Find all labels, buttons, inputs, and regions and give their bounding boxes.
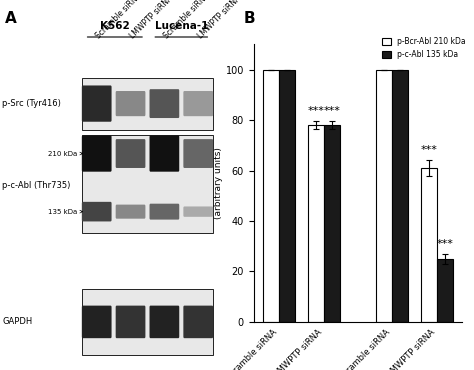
- FancyBboxPatch shape: [82, 202, 111, 221]
- Bar: [279, 70, 295, 322]
- Text: ***: ***: [323, 106, 340, 116]
- Bar: [324, 125, 340, 322]
- FancyBboxPatch shape: [183, 306, 213, 338]
- Text: ***: ***: [437, 239, 453, 249]
- Text: ***: ***: [308, 106, 325, 116]
- Bar: [392, 70, 408, 322]
- Text: B: B: [244, 11, 256, 26]
- FancyBboxPatch shape: [116, 139, 146, 168]
- Bar: [421, 168, 437, 322]
- Bar: [263, 70, 279, 322]
- FancyBboxPatch shape: [183, 91, 213, 116]
- FancyBboxPatch shape: [82, 135, 111, 172]
- FancyBboxPatch shape: [149, 89, 179, 118]
- Bar: [82, 135, 213, 233]
- Text: 210 kDa: 210 kDa: [48, 151, 77, 157]
- FancyBboxPatch shape: [149, 306, 179, 338]
- Text: p-c-Abl (Thr735): p-c-Abl (Thr735): [2, 181, 71, 189]
- Text: Scramble siRNA: Scramble siRNA: [94, 0, 144, 41]
- FancyBboxPatch shape: [116, 91, 146, 116]
- Text: GAPDH: GAPDH: [2, 317, 33, 326]
- Text: LMWPTP siRNA: LMWPTP siRNA: [196, 0, 243, 41]
- Y-axis label: Ratio p-c-Abl/GAPDH
(arbitrary units): Ratio p-c-Abl/GAPDH (arbitrary units): [203, 137, 223, 229]
- Bar: [82, 289, 213, 355]
- FancyBboxPatch shape: [116, 205, 146, 219]
- Legend: p-Bcr-Abl 210 kDa, p-c-Abl 135 kDa: p-Bcr-Abl 210 kDa, p-c-Abl 135 kDa: [379, 34, 469, 62]
- FancyBboxPatch shape: [149, 135, 179, 172]
- FancyBboxPatch shape: [149, 204, 179, 219]
- Text: p-Src (Tyr416): p-Src (Tyr416): [2, 99, 61, 108]
- FancyBboxPatch shape: [82, 306, 111, 338]
- FancyBboxPatch shape: [183, 139, 213, 168]
- Text: ***: ***: [420, 145, 438, 155]
- Text: Scramble siRNA: Scramble siRNA: [162, 0, 211, 41]
- Text: LMWPTP siRNA: LMWPTP siRNA: [128, 0, 175, 41]
- FancyBboxPatch shape: [183, 206, 213, 217]
- FancyBboxPatch shape: [82, 85, 111, 122]
- Bar: [376, 70, 392, 322]
- Text: Lucena-1: Lucena-1: [155, 21, 208, 31]
- Text: K562: K562: [100, 21, 130, 31]
- FancyBboxPatch shape: [116, 306, 146, 338]
- Text: A: A: [5, 11, 17, 26]
- Text: 135 kDa: 135 kDa: [48, 209, 77, 215]
- Bar: [437, 259, 453, 322]
- Bar: [308, 125, 324, 322]
- Bar: [82, 78, 213, 130]
